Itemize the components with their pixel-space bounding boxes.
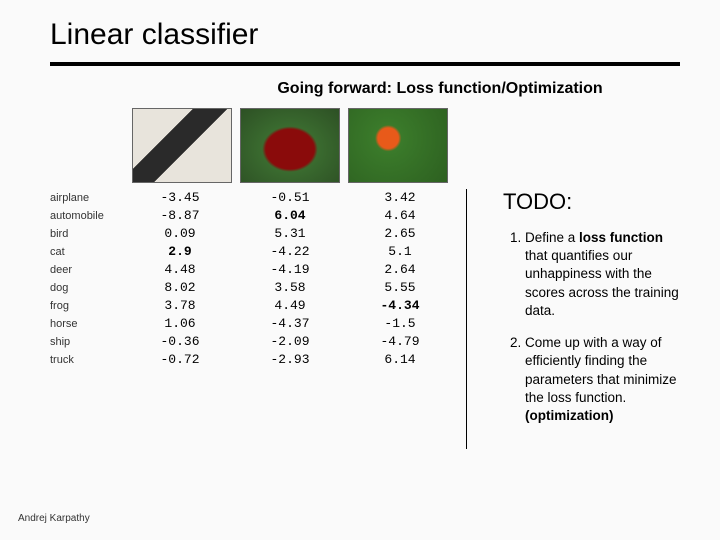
score-cell: 4.64: [350, 207, 450, 225]
score-cell: 1.06: [130, 315, 230, 333]
scores-col-frog: 3.424.642.655.12.645.55-4.34-1.5-4.796.1…: [350, 189, 450, 449]
score-cell: -8.87: [130, 207, 230, 225]
score-cell: -4.79: [350, 333, 450, 351]
todo-panel: TODO: Define a loss function that quanti…: [483, 189, 680, 449]
score-cell: -4.34: [350, 297, 450, 315]
score-cell: 2.64: [350, 261, 450, 279]
class-label: automobile: [50, 207, 120, 225]
image-cat: [132, 108, 232, 183]
class-label: deer: [50, 261, 120, 279]
class-label: dog: [50, 279, 120, 297]
score-cell: 5.1: [350, 243, 450, 261]
todo-item: Come up with a way of efficiently findin…: [525, 334, 680, 425]
class-label: cat: [50, 243, 120, 261]
score-cell: -2.09: [240, 333, 340, 351]
score-cell: 4.48: [130, 261, 230, 279]
scores-table: airplaneautomobilebirdcatdeerdogfroghors…: [50, 189, 450, 449]
scores-col-cat: -3.45-8.870.092.94.488.023.781.06-0.36-0…: [130, 189, 230, 449]
class-label: truck: [50, 351, 120, 369]
score-cell: -2.93: [240, 351, 340, 369]
score-cell: 3.42: [350, 189, 450, 207]
todo-list: Define a loss function that quantifies o…: [495, 229, 680, 425]
score-cell: 3.78: [130, 297, 230, 315]
class-label: bird: [50, 225, 120, 243]
class-label: horse: [50, 315, 120, 333]
score-cell: 5.55: [350, 279, 450, 297]
score-cell: -4.37: [240, 315, 340, 333]
score-cell: 3.58: [240, 279, 340, 297]
score-cell: 4.49: [240, 297, 340, 315]
class-labels: airplaneautomobilebirdcatdeerdogfroghors…: [50, 189, 120, 449]
images-row: [132, 108, 680, 183]
score-cell: 5.31: [240, 225, 340, 243]
score-cell: -3.45: [130, 189, 230, 207]
score-cell: -0.51: [240, 189, 340, 207]
image-car: [240, 108, 340, 183]
todo-heading: TODO:: [503, 189, 680, 215]
slide-title: Linear classifier: [50, 18, 680, 66]
class-label: frog: [50, 297, 120, 315]
class-label: airplane: [50, 189, 120, 207]
footer-credit: Andrej Karpathy: [18, 513, 90, 524]
class-label: ship: [50, 333, 120, 351]
score-cell: 2.9: [130, 243, 230, 261]
scores-col-car: -0.516.045.31-4.22-4.193.584.49-4.37-2.0…: [240, 189, 340, 449]
slide-subtitle: Going forward: Loss function/Optimizatio…: [200, 80, 680, 98]
score-cell: 6.14: [350, 351, 450, 369]
score-cell: -0.72: [130, 351, 230, 369]
score-cell: -4.19: [240, 261, 340, 279]
score-cell: -4.22: [240, 243, 340, 261]
score-cell: 6.04: [240, 207, 340, 225]
score-cell: -1.5: [350, 315, 450, 333]
score-cell: -0.36: [130, 333, 230, 351]
vertical-divider: [466, 189, 467, 449]
score-cell: 0.09: [130, 225, 230, 243]
image-frog: [348, 108, 448, 183]
score-cell: 2.65: [350, 225, 450, 243]
todo-item: Define a loss function that quantifies o…: [525, 229, 680, 320]
score-cell: 8.02: [130, 279, 230, 297]
